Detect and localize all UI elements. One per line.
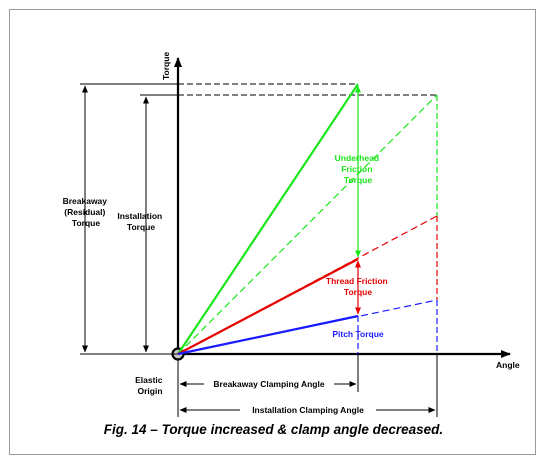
thread-friction-label: Thread Friction Torque [326, 276, 390, 297]
pitch-torque-label: Pitch Torque [332, 329, 384, 339]
red-solid-line [177, 258, 359, 355]
installation-torque-label: Installation Torque [117, 211, 164, 232]
y-axis-label: Torque [161, 52, 171, 80]
underhead-friction-label: Underhead Friction Torque [335, 153, 382, 185]
x-axis-label: Angle [496, 360, 520, 370]
blue-solid-line [177, 314, 359, 356]
figure-caption: Fig. 14 – Torque increased & clamp angle… [103, 422, 444, 437]
elastic-origin-label: Elastic Origin [135, 375, 165, 396]
green-solid-line [177, 83, 359, 355]
green-dashed-line [177, 94, 438, 355]
breakaway-clamping-angle-label: Breakaway Clamping Angle [213, 379, 324, 389]
installation-clamping-angle-label: Installation Clamping Angle [252, 405, 364, 415]
breakaway-torque-label: Breakaway (Residual) Torque [63, 196, 110, 228]
figure-frame [9, 9, 536, 455]
